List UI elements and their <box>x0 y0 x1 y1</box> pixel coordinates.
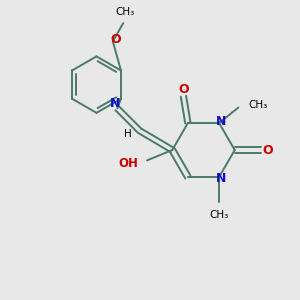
Text: CH₃: CH₃ <box>115 7 134 16</box>
Text: O: O <box>110 33 121 46</box>
Text: N: N <box>215 115 226 128</box>
Text: O: O <box>263 143 273 157</box>
Text: OH: OH <box>119 157 139 170</box>
Text: O: O <box>178 83 189 96</box>
Text: N: N <box>110 97 120 110</box>
Text: CH₃: CH₃ <box>209 210 229 220</box>
Text: N: N <box>215 172 226 185</box>
Text: H: H <box>124 129 131 139</box>
Text: CH₃: CH₃ <box>248 100 267 110</box>
